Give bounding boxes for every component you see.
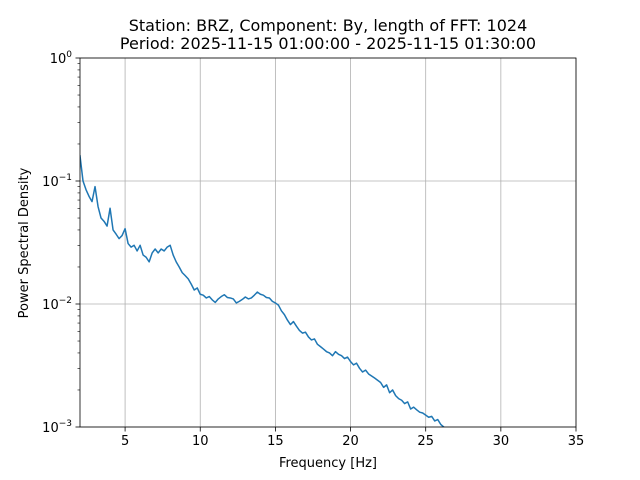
x-axis-ticks: 5 10 15 20 25 30 35 [121,427,584,449]
x-tick-label: 5 [121,434,129,449]
y-tick-label: 10−1 [42,173,72,190]
chart-title-line-2: Period: 2025-11-15 01:00:00 - 2025-11-15… [120,34,536,53]
psd-series-line [80,155,445,427]
y-axis-label: Power Spectral Density [17,167,32,318]
x-tick-label: 20 [342,434,359,449]
plot-area [80,58,576,427]
y-tick-label: 100 [50,50,73,67]
plot-frame [79,57,577,428]
chart-title-line-1: Station: BRZ, Component: By, length of F… [129,16,528,35]
x-axis-label: Frequency [Hz] [279,456,377,471]
y-tick-label: 10−3 [42,419,72,436]
y-tick-label: 10−2 [42,296,72,313]
y-axis-ticks: 10−3 10−2 10−1 100 [42,50,80,436]
x-tick-label: 25 [417,434,434,449]
x-tick-label: 30 [493,434,510,449]
x-tick-label: 35 [568,434,585,449]
x-tick-label: 10 [192,434,209,449]
x-tick-label: 15 [267,434,284,449]
